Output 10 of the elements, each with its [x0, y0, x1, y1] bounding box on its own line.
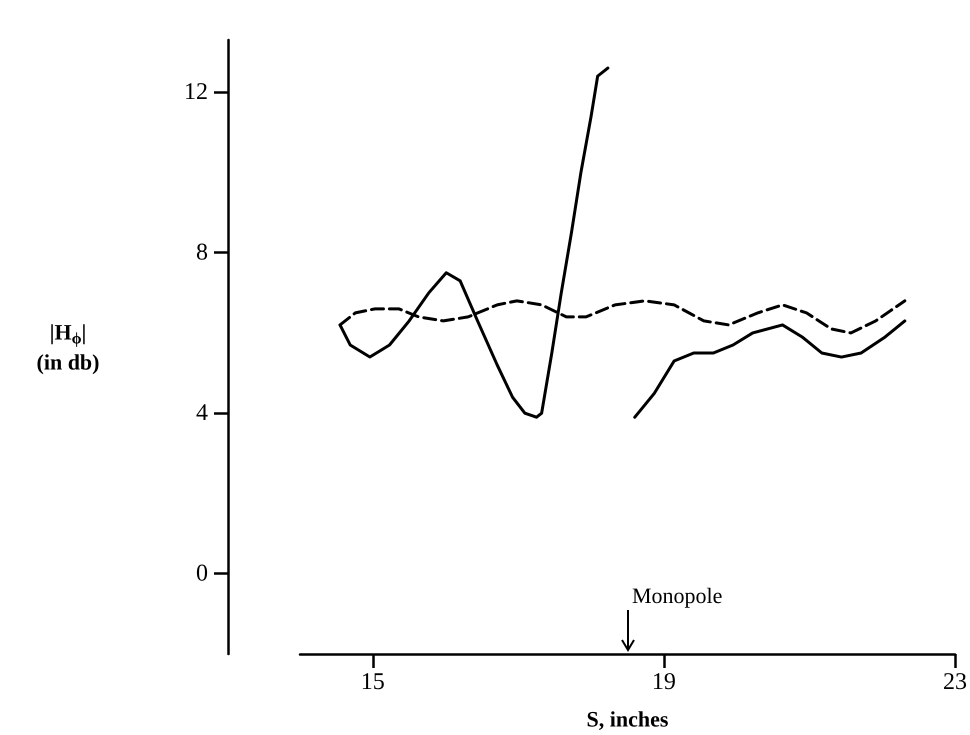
y-tick-label: 4 [196, 400, 208, 426]
x-tick-label: 15 [360, 669, 385, 695]
annotation: Monopole [632, 583, 722, 609]
x-axis-title: S, inches [586, 706, 669, 732]
y-tick-label: 8 [196, 240, 208, 266]
x-tick-label: 19 [652, 669, 676, 695]
y-tick-label: 12 [184, 79, 208, 106]
y-tick-label: 0 [196, 560, 208, 587]
x-tick-label: 23 [943, 669, 967, 695]
line-series [633, 319, 906, 419]
